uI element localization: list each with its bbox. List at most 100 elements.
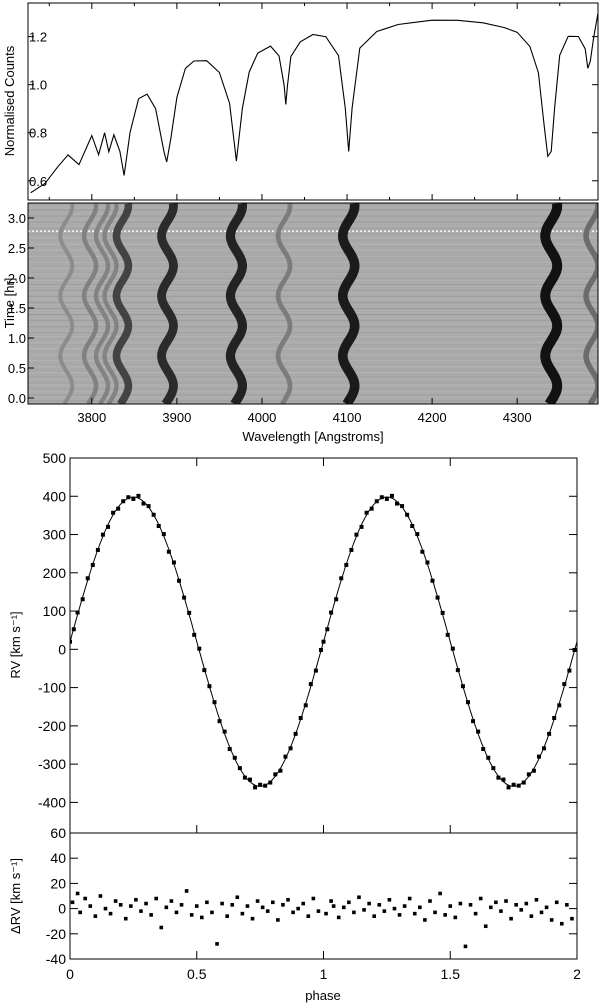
residuals-y-tick-label: -20	[46, 926, 66, 942]
spectrogram-x-tick-label: 4200	[418, 410, 447, 425]
rv-point	[217, 719, 222, 724]
rv-point	[435, 595, 440, 600]
rv-point	[369, 506, 374, 511]
spectrum-y-axis-label: Normalised Counts	[2, 45, 17, 156]
rv-point	[187, 610, 192, 615]
residual-point	[324, 911, 328, 916]
spectrogram-frame	[27, 202, 599, 405]
spectrogram-y-tick-label: 1.0	[8, 331, 26, 346]
residual-point	[519, 908, 524, 912]
residual-point	[362, 908, 366, 912]
rv-y-tick-label: 500	[43, 450, 67, 466]
residual-point	[559, 921, 564, 926]
rv-point	[283, 754, 288, 759]
rv-point	[313, 668, 318, 673]
residual-point	[276, 918, 280, 922]
rv-point	[161, 532, 166, 537]
spectrogram-line-track	[102, 203, 119, 404]
rv-point	[486, 755, 491, 760]
residual-point	[118, 903, 123, 907]
rv-point	[562, 682, 567, 687]
residual-point	[392, 906, 397, 911]
rv-y-tick-label: 100	[43, 603, 67, 619]
rv-point	[379, 495, 384, 500]
residual-point	[139, 909, 143, 913]
residuals-x-tick-label: 0.5	[187, 966, 207, 982]
rv-point	[552, 715, 557, 720]
spectrogram-x-tick-label: 4300	[503, 410, 532, 425]
residual-point	[159, 925, 164, 930]
rv-point	[171, 560, 176, 565]
rv-point	[321, 639, 326, 644]
rv-points	[70, 493, 577, 790]
residual-point	[423, 918, 427, 922]
spectrogram-y-tick-label: 3.0	[8, 211, 26, 226]
rv-point	[253, 785, 258, 790]
spectrum-panel: 0.6 0.8 1.0 1.2 Normalised Counts	[2, 2, 599, 201]
rv-point	[572, 647, 577, 652]
residuals-frame	[69, 832, 578, 960]
rv-point	[354, 532, 359, 537]
residual-point	[260, 905, 265, 910]
residual-point	[329, 899, 333, 903]
residual-point	[311, 896, 316, 901]
rv-y-axis-label: RV [km s⁻¹]	[8, 611, 23, 678]
residual-point	[418, 905, 422, 910]
rv-point	[531, 768, 536, 773]
rv-y-tick-label: 0	[58, 641, 66, 657]
spectrum-y-tick-label: 0.8	[29, 126, 47, 141]
spectrogram-line-track	[112, 203, 133, 404]
residual-point	[478, 896, 483, 901]
rv-point	[166, 549, 171, 554]
residual-point	[78, 910, 82, 915]
rv-point	[111, 510, 116, 515]
residual-point	[489, 905, 493, 910]
rv-point	[263, 783, 268, 788]
spectrogram-ticks: 3800 3900 4000 4100 4200 4300 0.0 0.5 1.0 1.5 2.0 2…	[8, 211, 532, 425]
residual-point	[412, 911, 417, 916]
rv-point	[95, 547, 100, 552]
spectrogram-y-axis-label: Time [hr]	[2, 278, 17, 329]
residual-point	[494, 900, 498, 905]
spectrogram-y-tick-label: 2.0	[8, 271, 26, 286]
spectrogram-y-tick-label: 1.5	[8, 301, 26, 316]
residual-point	[433, 910, 437, 915]
rv-point	[121, 499, 126, 504]
residual-point	[189, 913, 194, 917]
residual-point	[164, 905, 169, 910]
rv-point	[567, 668, 572, 673]
residual-point	[113, 899, 118, 903]
residual-point	[347, 900, 351, 905]
rv-point	[501, 777, 506, 782]
rv-point	[232, 755, 237, 760]
residual-point	[549, 918, 554, 922]
rv-point	[131, 496, 136, 501]
spectrum-y-tick-label: 1.0	[29, 78, 47, 93]
residual-point	[210, 910, 214, 915]
spectrum-y-tick-label: 1.2	[29, 30, 47, 45]
rv-point	[364, 510, 369, 515]
rv-point	[288, 746, 293, 751]
residual-point	[544, 905, 549, 910]
rv-point	[212, 700, 217, 705]
residuals-ticks: -40 -20 0 20 40 60 0 0.5 1 1.5 2	[46, 825, 581, 982]
rv-point	[496, 775, 501, 780]
rv-point	[80, 597, 85, 602]
rv-point	[425, 560, 430, 565]
spectrogram-line-track	[540, 203, 563, 404]
residual-point	[352, 910, 356, 915]
rv-point	[455, 668, 460, 673]
residual-point	[509, 916, 513, 921]
rv-point	[75, 610, 80, 615]
rv-point	[405, 512, 410, 517]
residual-point	[205, 900, 209, 905]
residuals-panel: -40 -20 0 20 40 60 0 0.5 1 1.5 2 ΔRV [km s⁻¹] phas…	[8, 825, 581, 1003]
residual-point	[341, 905, 346, 910]
rv-point	[242, 775, 247, 780]
residual-point	[428, 899, 432, 903]
residual-point	[154, 896, 158, 901]
rv-point	[476, 729, 481, 734]
rv-point	[516, 783, 521, 788]
rv-point	[116, 506, 121, 511]
